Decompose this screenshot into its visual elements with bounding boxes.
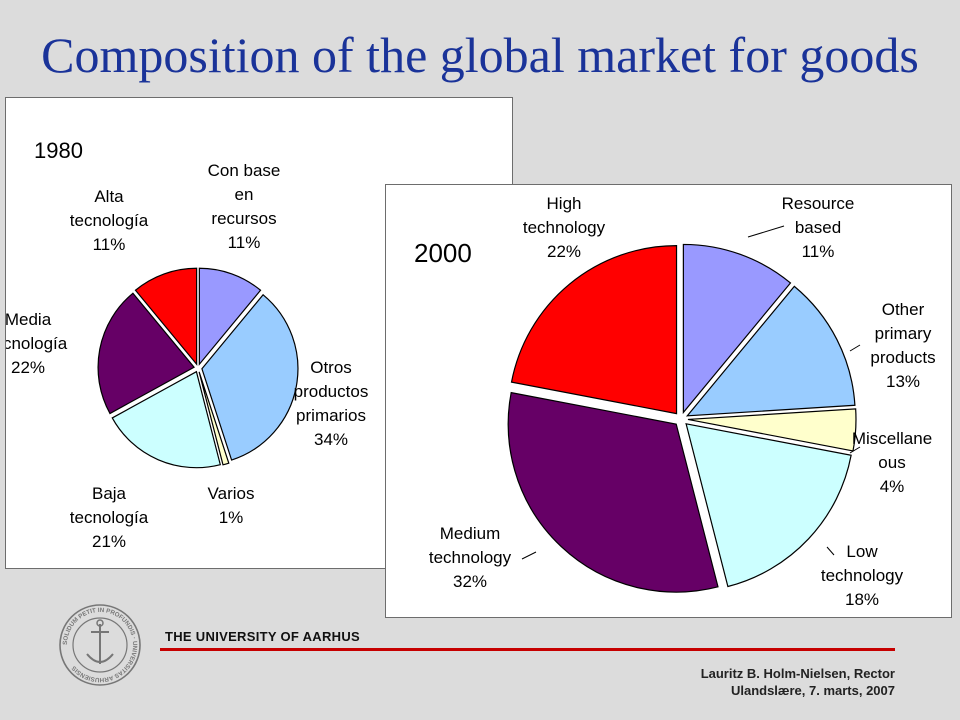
slide-title: Composition of the global market for goo… [41,27,919,83]
pie-slice-2000-medium-technology [507,391,719,593]
leader-line-2000-1 [849,344,861,352]
slice-label-1980-baja-tecnologia: Baja tecnología 21% [70,484,149,551]
pie-slice-2000-high-technology [510,245,678,415]
chart-2000-panel: 2000 Resource based 11% Other primary products… [385,184,952,618]
slice-label-2000-low-technology: Low technology 18% [821,542,904,609]
slice-label-2000-other-primary-products: Other primary products 13% [870,300,935,391]
pie-slice-2000-other-primary-products [685,285,856,417]
slice-label-1980-varios: Varios 1% [208,484,255,527]
footer-divider [160,648,895,651]
pie-slice-1980-baja-tecnologia [111,370,222,469]
slice-label-1980-otros-productos-primarios: Otros productos primarios 34% [294,358,369,449]
university-name: THE UNIVERSITY OF AARHUS [165,629,360,644]
pie-slice-1980-media-tecnologia [97,292,195,415]
pie-chart-1980: 1980 Con base en recursos 11% Otros productos p… [6,138,369,551]
slice-label-1980-con-base-en-recursos: Con base en recursos 11% [208,161,281,252]
leader-line-2000-4 [521,551,537,560]
chart-title-1980: 1980 [34,138,83,163]
chart-title-2000: 2000 [414,238,472,268]
pie-chart-2000: 2000 Resource based 11%Other primary products… [414,194,936,609]
pie-slice-2000-resource-based [682,243,792,415]
pie-slice-2000-low-technology [685,423,852,588]
slice-label-2000-high-technology: High technology 22% [523,194,606,261]
slice-label-2000-resource-based: Resource based 11% [782,194,855,261]
university-seal-icon: SOLIDUM PETIT IN PROFUNDIS · UNIVERSITAS… [57,602,143,693]
slice-label-1980-alta-tecnologia: Alta tecnología 11% [70,187,149,254]
pie-slice-1980-con-base-en-recursos [198,267,262,366]
footer-author: Lauritz B. Holm-Nielsen, Rector [700,666,895,681]
leader-line-2000-3 [826,546,835,556]
leader-line-2000-0 [747,225,785,238]
slice-label-2000-miscellane-ous: Miscellane ous 4% [852,429,932,496]
slice-label-1980-media-tecnologia: Mediatecnología22% [6,310,68,377]
pie-slice-1980-otros-productos-primarios [201,293,299,461]
leader-line-2000-2 [849,446,861,454]
slice-label-2000-medium-technology: Medium technology 32% [429,524,512,591]
footer-credits: Lauritz B. Holm-Nielsen, Rector Ulandslæ… [701,665,895,699]
footer-event: Ulandslære, 7. marts, 2007 [730,683,895,698]
pie-slice-1980-varios [198,371,230,466]
pie-slice-1980-alta-tecnologia [134,267,198,366]
